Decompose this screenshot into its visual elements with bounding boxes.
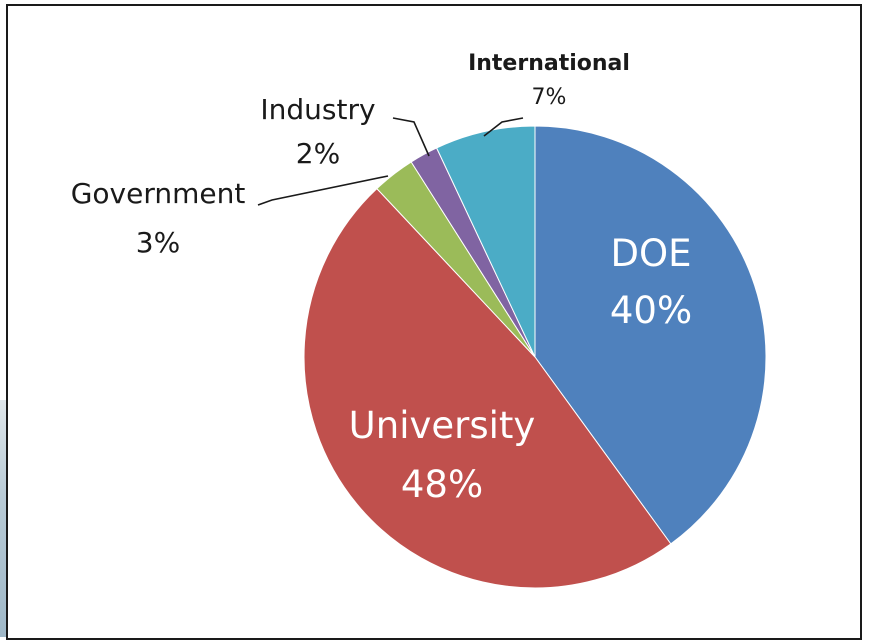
slice-label-industry: Industry [260, 93, 375, 126]
slice-label-government: Government [71, 177, 246, 210]
slice-label-doe: DOE [611, 232, 692, 275]
slice-value-doe: 40% [610, 289, 692, 332]
pie-slices [304, 126, 766, 588]
slice-value-government: 3% [136, 226, 180, 259]
leader-line-industry [393, 118, 429, 156]
slice-value-international: 7% [532, 85, 567, 110]
slice-value-industry: 2% [296, 137, 340, 170]
slice-label-university: University [349, 404, 536, 447]
slice-label-international: International [468, 51, 630, 76]
slice-value-university: 48% [401, 463, 483, 506]
